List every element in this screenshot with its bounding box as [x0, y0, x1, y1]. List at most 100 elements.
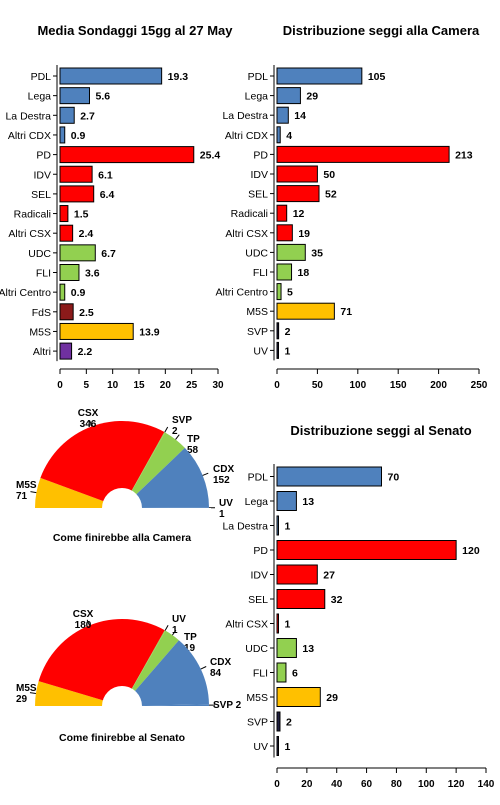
bar	[60, 245, 95, 261]
data-label: 6.7	[101, 248, 116, 260]
category-label: SVP	[247, 326, 268, 338]
pie-slice-label: CDX	[213, 464, 234, 475]
x-tick-label: 60	[361, 779, 373, 790]
category-label: Altri CSX	[225, 228, 268, 240]
data-label: 6.1	[98, 169, 113, 181]
data-label: 2	[285, 326, 291, 338]
pie-slice-label: 1	[219, 509, 225, 520]
category-label: PD	[253, 545, 268, 557]
category-label: PD	[36, 150, 51, 162]
bar	[277, 107, 288, 123]
bar	[60, 107, 74, 123]
bar	[277, 68, 362, 84]
pie-slice-label: TP	[187, 434, 200, 445]
category-label: M5S	[29, 326, 51, 338]
bar	[277, 146, 449, 162]
data-label: 19	[298, 228, 310, 240]
pie-slice-label: 152	[213, 475, 230, 486]
bar	[277, 205, 287, 221]
bar	[60, 147, 194, 163]
x-tick-label: 15	[133, 380, 145, 391]
category-label: Radicali	[14, 209, 51, 221]
data-label: 12	[293, 208, 305, 220]
data-label: 27	[323, 570, 335, 582]
bar	[277, 565, 317, 584]
pie-slice-label: UV	[219, 498, 233, 509]
data-label: 213	[455, 149, 473, 161]
x-tick-label: 0	[274, 779, 280, 790]
category-label: Altri CDX	[8, 130, 51, 142]
bar	[277, 244, 305, 260]
data-label: 19.3	[168, 71, 189, 83]
pie-slice-label: UV	[172, 614, 186, 625]
bar	[60, 343, 72, 359]
bar	[60, 304, 73, 320]
data-label: 1	[285, 521, 291, 533]
data-label: 14	[294, 110, 306, 122]
pie-slice-label: CSX	[73, 609, 94, 620]
category-label: PDL	[248, 472, 269, 484]
category-label: Radicali	[231, 208, 268, 220]
x-tick-label: 250	[471, 380, 488, 391]
category-label: FLI	[36, 268, 51, 280]
x-tick-label: 150	[390, 380, 407, 391]
bar-chart-title: Distribuzione seggi al Senato	[290, 423, 471, 438]
data-label: 0.9	[71, 130, 86, 142]
data-label: 5.6	[95, 91, 110, 103]
category-label: UDC	[245, 247, 268, 259]
data-label: 4	[286, 130, 292, 142]
category-label: UDC	[245, 643, 268, 655]
bar	[277, 688, 320, 707]
data-label: 5	[287, 287, 293, 299]
bar	[277, 166, 317, 182]
category-label: PD	[253, 149, 268, 161]
pie-leader-line	[165, 427, 168, 432]
bar	[277, 225, 292, 241]
data-label: 13.9	[139, 326, 160, 338]
pie-caption: Come finirebbe alla Camera	[53, 532, 191, 544]
pie-caption: Come finirebbe al Senato	[59, 732, 185, 744]
category-label: IDV	[250, 169, 268, 181]
category-label: FLI	[253, 267, 268, 279]
category-label: Altri Centro	[0, 287, 51, 299]
pie-slice-label: TP	[184, 632, 197, 643]
x-tick-label: 50	[312, 380, 324, 391]
bar	[60, 127, 65, 143]
data-label: 32	[331, 594, 343, 606]
category-label: Altri CSX	[225, 619, 268, 631]
bar	[277, 303, 334, 319]
pie-slice-label: 29	[16, 694, 28, 705]
bar	[277, 663, 286, 682]
category-label: SEL	[248, 189, 268, 201]
category-label: La Destra	[222, 110, 268, 122]
data-label: 1	[285, 741, 291, 753]
category-label: Altri	[33, 346, 51, 358]
data-label: 2.4	[79, 228, 94, 240]
data-label: 13	[302, 496, 314, 508]
bar	[277, 737, 279, 756]
bar	[277, 88, 300, 104]
category-label: Lega	[245, 496, 269, 508]
x-tick-label: 20	[301, 779, 313, 790]
data-label: 6	[292, 668, 298, 680]
x-tick-label: 5	[84, 380, 90, 391]
bar	[277, 467, 382, 486]
x-tick-label: 100	[418, 779, 435, 790]
pie-leader-line	[165, 625, 168, 630]
pie-slice-label: CDX	[210, 657, 231, 668]
pie-slice-label: CSX	[78, 408, 99, 419]
data-label: 105	[368, 71, 386, 83]
bar	[277, 342, 279, 358]
pie-slice-label: 71	[16, 491, 28, 502]
category-label: FLI	[253, 668, 268, 680]
data-label: 50	[323, 169, 335, 181]
x-tick-label: 80	[391, 779, 403, 790]
data-label: 6.4	[100, 189, 115, 201]
x-tick-label: 30	[212, 380, 224, 391]
data-label: 18	[298, 267, 310, 279]
category-label: M5S	[246, 692, 268, 704]
data-label: 25.4	[200, 150, 221, 162]
